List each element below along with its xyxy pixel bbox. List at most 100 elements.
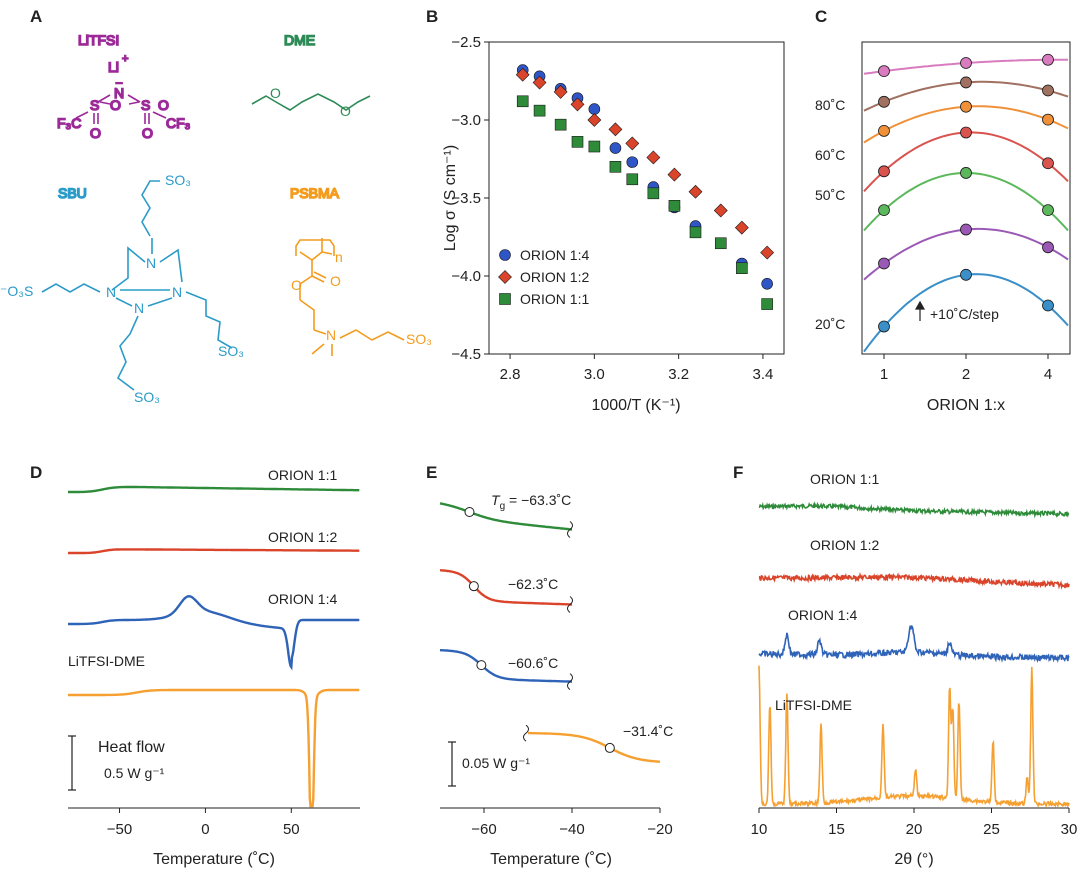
- b-point-diamond: [667, 167, 682, 182]
- panel-c-chart: 1 2 4 80˚C 60˚C 50˚C 20˚C +10˚C/step ORION…: [815, 41, 1071, 414]
- c-point: [1042, 53, 1054, 66]
- d-curve: [68, 688, 360, 808]
- panel-b-xlabel: 1000/T (K⁻¹): [591, 397, 680, 414]
- b-point-diamond: [734, 220, 749, 235]
- li-atom: Li: [108, 59, 119, 75]
- panel-a-structures: LiTFSI Li + N – S S O O O O F₃C CF₃ DME: [0, 31, 432, 405]
- e-tg-3: −60.6˚C: [508, 655, 558, 671]
- b-point-square: [761, 298, 773, 310]
- dme-title: DME: [284, 32, 315, 48]
- o-atom-2: O: [110, 97, 121, 113]
- e-tg-1: Tg = −63.3˚C: [491, 492, 571, 512]
- d-curve: [68, 548, 360, 555]
- f-label-orion11: ORION 1:1: [810, 471, 879, 487]
- b-legend-label: ORION 1:2: [520, 269, 589, 285]
- b-point-diamond: [515, 67, 530, 82]
- b-legend-label: ORION 1:4: [520, 247, 589, 263]
- s-atom-left: S: [90, 97, 99, 113]
- o-atom-1: O: [90, 125, 101, 141]
- o-atom-3: O: [142, 125, 153, 141]
- sbu-structure: SBU SO₃ N N N N ⁻O₃S SO₃ SO₃: [0, 172, 244, 405]
- b-point-square: [689, 226, 702, 239]
- c-point: [1042, 84, 1054, 97]
- temp-label-80: 80˚C: [815, 97, 845, 113]
- b-point-diamond: [587, 113, 602, 127]
- d-label-orion11: ORION 1:1: [268, 467, 337, 483]
- b-xtick-label: 3.4: [752, 366, 773, 383]
- c-point: [1042, 157, 1054, 170]
- temp-label-20: 20˚C: [815, 316, 845, 332]
- e-curve: [439, 502, 573, 531]
- sbu-so3-left: ⁻O₃S: [0, 283, 33, 299]
- f-curve: [758, 571, 1070, 590]
- b-xtick-label: 3.0: [584, 366, 605, 383]
- b-point-square: [554, 118, 567, 131]
- b-point-circle: [588, 103, 601, 115]
- e-tg-marker: [464, 507, 475, 518]
- f-curve: [758, 625, 1070, 664]
- sbu-so3-bottom: SO₃: [134, 389, 160, 405]
- b-point-diamond: [608, 122, 623, 137]
- temp-label-60: 60˚C: [815, 147, 845, 163]
- panel-label-a: A: [30, 7, 42, 26]
- litfsi-structure: LiTFSI Li + N – S S O O O O F₃C CF₃: [56, 31, 191, 142]
- b-point-square: [714, 237, 727, 250]
- e-tg-marker: [468, 581, 479, 592]
- c-point: [1042, 113, 1054, 126]
- sbu-so3-top: SO₃: [165, 172, 191, 188]
- e-tg-4: −31.4˚C: [623, 723, 673, 739]
- b-point-diamond: [713, 203, 728, 218]
- f-curve: [758, 665, 1070, 809]
- e-xtick-label: −40: [559, 821, 584, 838]
- c-xtick-label: 1: [880, 366, 888, 383]
- b-point-square: [626, 173, 639, 186]
- s-atom-right: S: [141, 97, 150, 113]
- b-point-circle: [609, 142, 622, 154]
- e-axis-break: [523, 724, 529, 742]
- panel-d-xlabel: Temperature (˚C): [153, 851, 275, 868]
- b-ytick-label: −4.5: [451, 346, 481, 363]
- b-point-square: [571, 136, 584, 148]
- b-point-square: [609, 161, 622, 173]
- b-point-diamond: [570, 97, 585, 112]
- dme-o-2: O: [340, 103, 351, 119]
- e-tg-marker: [604, 742, 615, 753]
- b-point-square: [516, 95, 529, 108]
- b-point-diamond: [760, 245, 775, 260]
- b-point-square: [533, 104, 546, 117]
- c-point: [960, 76, 972, 89]
- b-legend-label: ORION 1:1: [520, 291, 589, 307]
- c-point: [960, 223, 972, 236]
- f-label-litfsi: LiTFSI-DME: [775, 697, 852, 713]
- step-annotation: +10˚C/step: [930, 306, 999, 322]
- b-ytick-label: −4.0: [451, 268, 481, 285]
- sbu-n-bottom: N: [134, 300, 144, 316]
- b-point-square: [588, 140, 601, 153]
- b-point-square: [647, 187, 660, 200]
- n-charge: –: [116, 77, 123, 89]
- f-xtick-label: 15: [828, 821, 845, 838]
- c-point: [878, 165, 890, 178]
- b-point-circle: [499, 249, 511, 261]
- b-point-diamond: [646, 150, 661, 165]
- e-tg-marker: [476, 660, 487, 671]
- panel-f-xlabel: 2θ (°): [894, 851, 933, 868]
- panel-b-ylabel: Log σ (S cm⁻¹): [442, 145, 459, 251]
- b-point-square: [499, 293, 511, 305]
- c-point: [878, 65, 890, 77]
- d-curve: [68, 594, 360, 671]
- panel-c-xlabel: ORION 1:x: [927, 397, 1005, 414]
- sbu-title: SBU: [58, 185, 87, 201]
- step-arrow-icon: [914, 300, 926, 321]
- panel-e-xlabel: Temperature (˚C): [490, 851, 612, 868]
- panel-label-f: F: [733, 463, 743, 482]
- panel-label-d: D: [30, 463, 42, 482]
- b-ytick-label: −3.5: [451, 190, 481, 207]
- e-scale-value: 0.05 W g⁻¹: [462, 755, 530, 771]
- li-charge: +: [122, 53, 128, 65]
- psbma-n: N: [326, 327, 336, 343]
- f-xtick-label: 30: [1061, 821, 1078, 838]
- e-xtick-label: −60: [471, 821, 496, 838]
- cf3-left: F₃C: [57, 115, 81, 131]
- b-point-diamond: [532, 75, 547, 90]
